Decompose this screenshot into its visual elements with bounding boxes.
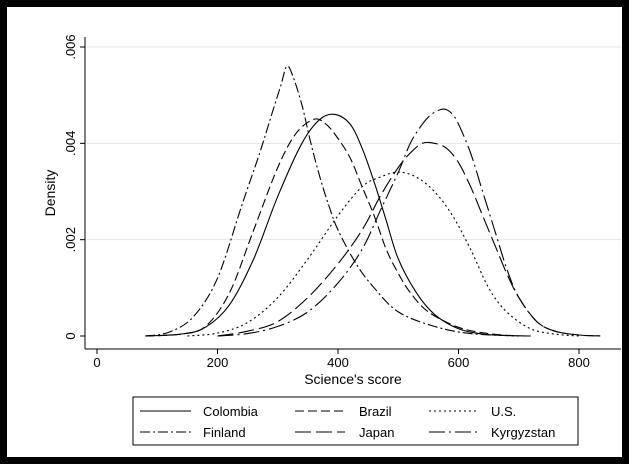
series-line-colombia bbox=[145, 113, 531, 337]
y-tick-label: .002 bbox=[63, 227, 78, 252]
series-line-kyrgyzstan bbox=[217, 108, 604, 337]
legend-box bbox=[132, 396, 579, 446]
x-tick-label: 800 bbox=[568, 355, 590, 370]
legend-label-japan: Japan bbox=[359, 425, 394, 440]
x-axis-title: Science's score bbox=[304, 371, 402, 387]
density-chart: 0 .002 .004 .006 0 200 400 600 800 Science's sco… bbox=[42, 34, 621, 446]
axes: 0 .002 .004 .006 0 200 400 600 800 bbox=[63, 34, 621, 370]
gridlines bbox=[87, 46, 621, 241]
legend-label-kyrgyzstan: Kyrgyzstan bbox=[491, 425, 555, 440]
series-line-finland bbox=[145, 65, 519, 337]
y-tick-label: .006 bbox=[63, 34, 78, 59]
x-tick-label: 400 bbox=[327, 355, 349, 370]
legend-label-u-s: U.S. bbox=[491, 404, 516, 419]
x-tick-label: 200 bbox=[207, 355, 229, 370]
x-tick-label: 0 bbox=[93, 355, 100, 370]
legend-label-brazil: Brazil bbox=[359, 404, 392, 419]
series-line-u-s bbox=[187, 171, 580, 337]
y-tick-label: 0 bbox=[63, 332, 78, 339]
x-tick-label: 600 bbox=[448, 355, 470, 370]
legend-label-colombia: Colombia bbox=[203, 404, 259, 419]
series-line-brazil bbox=[145, 118, 519, 337]
legend: Colombia Brazil U.S. Finland Japan Kyrgyzstan bbox=[132, 396, 579, 446]
plot-area bbox=[85, 37, 621, 349]
series-lines bbox=[145, 65, 604, 337]
y-axis-title: Density bbox=[42, 170, 58, 217]
y-tick-label: .004 bbox=[63, 131, 78, 156]
legend-label-finland: Finland bbox=[203, 425, 246, 440]
